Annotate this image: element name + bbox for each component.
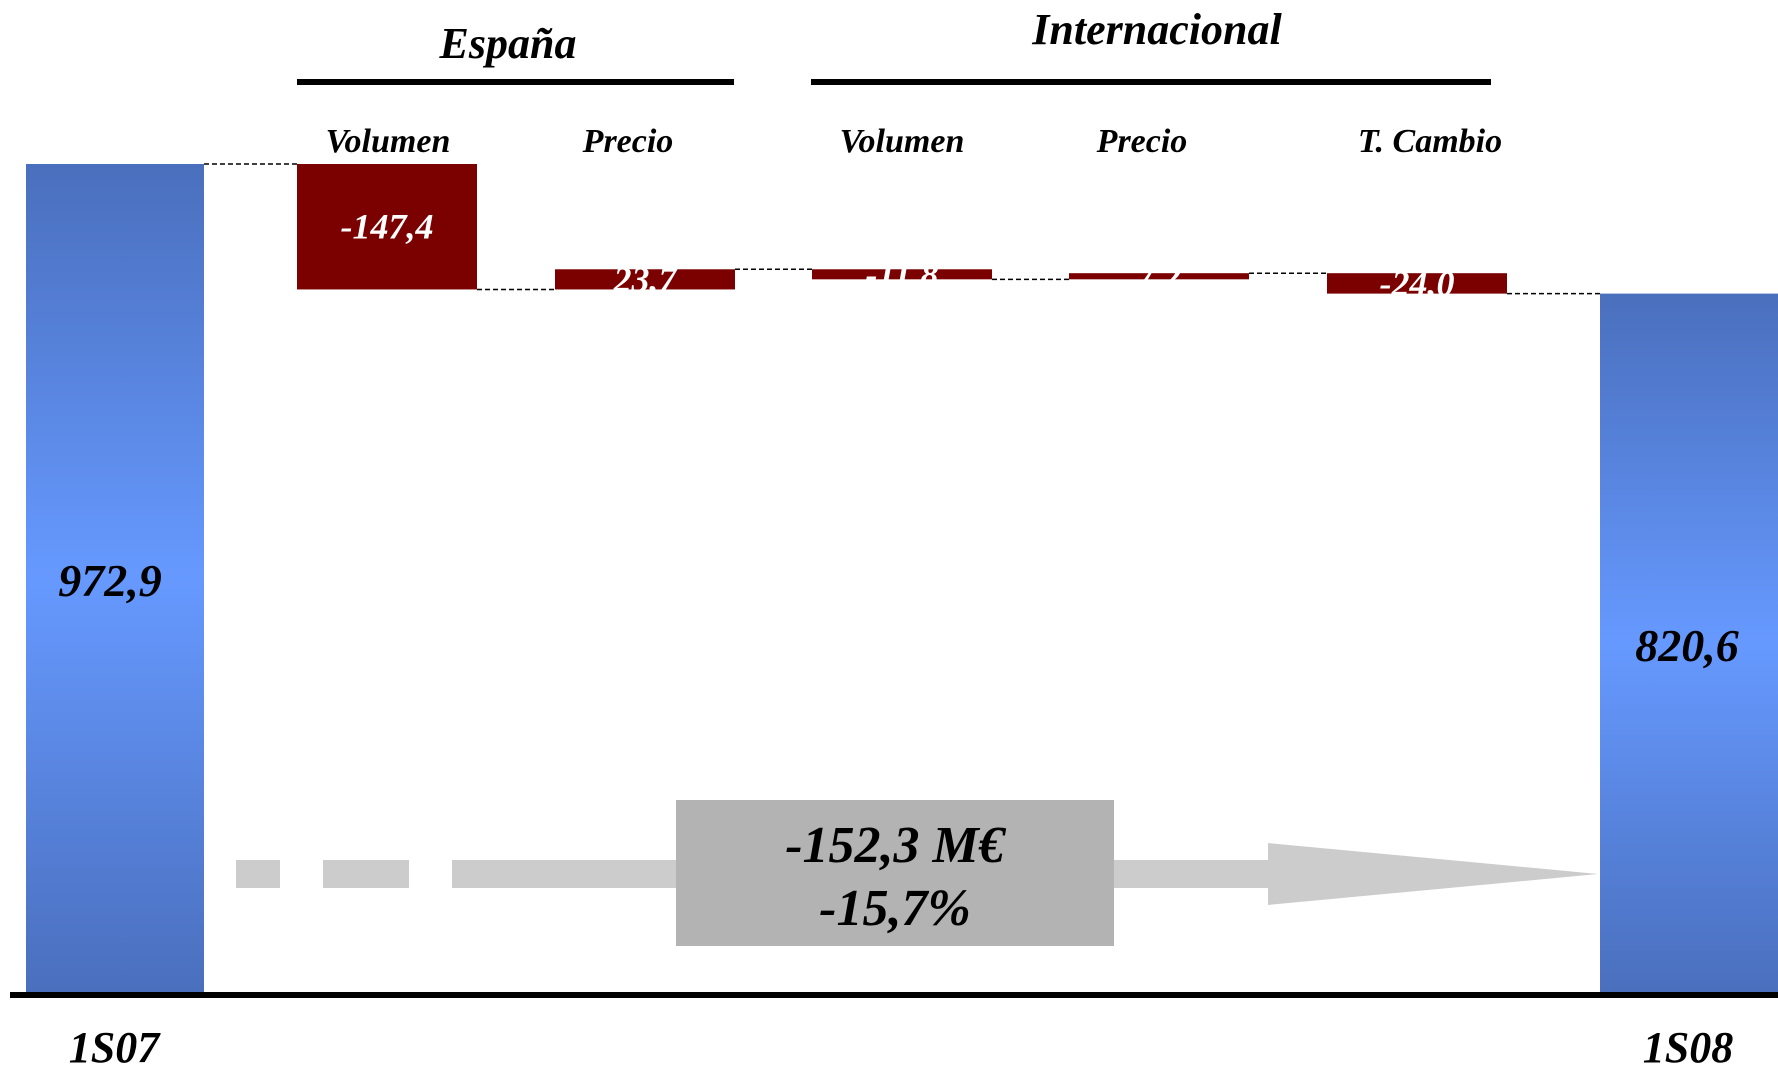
bar-step [1327, 273, 1507, 294]
bar-step [555, 269, 735, 290]
x-label-start: 1S07 [69, 1023, 161, 1072]
bar-label-end: 820,6 [1635, 620, 1739, 671]
x-label-end: 1S08 [1643, 1023, 1733, 1072]
connector-lines [204, 163, 1600, 295]
arrow-dash-2 [323, 860, 409, 888]
bar-label-step: 7,2 [1137, 256, 1182, 296]
bars [26, 164, 1778, 992]
bar-step [812, 269, 992, 280]
bar-start [26, 164, 204, 992]
bar-labels: 972,9 -147,4 23,7 -11,8 7,2 -24,0 820,6 [58, 207, 1739, 671]
category-label-espana-precio: Precio [582, 123, 674, 160]
group-label-internacional: Internacional [1031, 5, 1282, 54]
arrow-dash-1 [236, 860, 280, 888]
bar-label-step: -24,0 [1380, 263, 1455, 303]
summary-box [676, 800, 1114, 946]
bar-label-step: 23,7 [613, 259, 679, 299]
summary-change: -152,3 M€ [785, 817, 1007, 874]
category-label-internacional-volumen: Volumen [840, 123, 965, 160]
arrow-head [1268, 843, 1598, 905]
bar-step [297, 164, 477, 290]
bar-step [1069, 273, 1249, 280]
category-label-internacional-precio: Precio [1096, 123, 1188, 160]
category-label-espana-volumen: Volumen [326, 123, 451, 160]
category-label-internacional-t-cambio: T. Cambio [1358, 123, 1502, 160]
bar-label-step: -147,4 [341, 207, 434, 247]
bar-label-step: -11,8 [865, 254, 938, 294]
bar-end [1600, 293, 1778, 992]
summary-percent: -15,7% [819, 880, 971, 937]
group-label-espana: España [439, 19, 577, 68]
bar-label-start: 972,9 [58, 555, 162, 606]
